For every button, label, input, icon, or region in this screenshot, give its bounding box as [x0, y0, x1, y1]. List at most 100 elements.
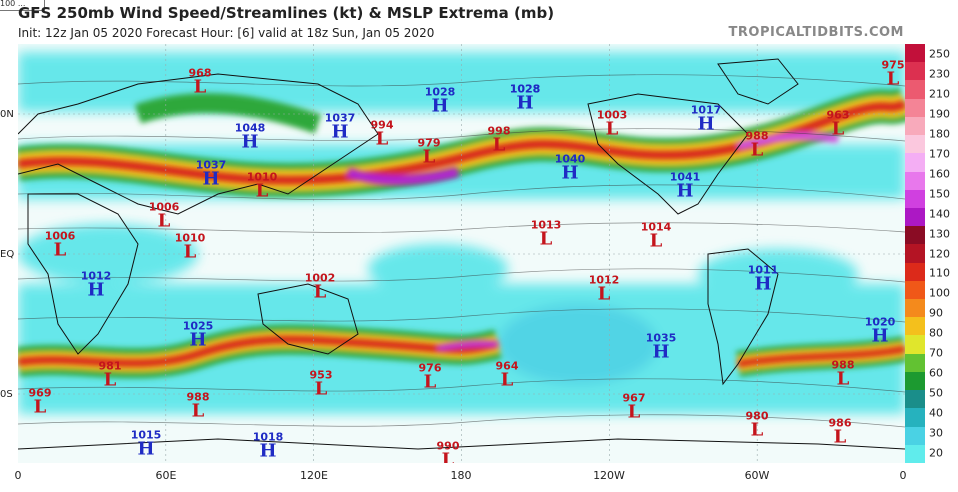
lon-label-180: 180	[450, 469, 472, 482]
pressure-value: 967	[622, 391, 646, 405]
pressure-value: 1037	[195, 158, 227, 172]
wind-map: 968 L 975 L 1028 H 1048 H 1037 H 994 L 1028 H 1028 H 100…	[18, 44, 905, 463]
high-pressure-marker: 1028 H	[510, 84, 541, 113]
low-letter: L	[500, 369, 514, 391]
high-letter: H	[676, 180, 694, 202]
high-letter: H	[189, 329, 207, 351]
colorbar-cell	[905, 207, 925, 227]
low-letter: L	[836, 368, 850, 390]
pressure-value: 988	[831, 358, 855, 372]
low-letter: L	[833, 426, 847, 448]
lon-label-120w: 120W	[593, 469, 625, 482]
high-pressure-marker: 1020 H	[865, 317, 896, 346]
high-letter: H	[561, 162, 579, 184]
low-pressure-marker: 969 L	[29, 388, 52, 417]
high-pressure-marker: 1015 H	[131, 430, 162, 459]
low-letter: L	[33, 396, 47, 418]
low-pressure-marker: 968 L	[189, 68, 212, 97]
low-pressure-marker: 1010 L	[247, 172, 278, 201]
colorbar-label: 20	[929, 446, 943, 460]
pressure-value: 1048	[234, 121, 266, 135]
colorbar-label: 190	[929, 107, 950, 121]
low-letter: L	[191, 400, 205, 422]
pressure-value: 990	[436, 439, 460, 453]
colorbar-cell	[905, 98, 925, 118]
colorbar-cell	[905, 317, 925, 336]
colorbar-label: 150	[929, 187, 950, 201]
low-pressure-marker: 994 L	[371, 120, 394, 149]
colorbar-cell	[905, 116, 925, 136]
low-pressure-marker: 1002 L	[305, 273, 336, 302]
colorbar-label: 170	[929, 147, 950, 161]
low-letter: L	[375, 128, 389, 150]
low-letter: L	[539, 228, 553, 250]
low-pressure-marker: 979 L	[418, 138, 441, 167]
low-pressure-marker: 986 L	[829, 418, 852, 447]
high-letter: H	[241, 131, 259, 153]
low-pressure-marker: 967 L	[623, 393, 646, 422]
low-pressure-marker: 964 L	[496, 361, 519, 390]
high-pressure-marker: 1028 H	[510, 84, 541, 113]
pressure-value: 1040	[554, 152, 586, 166]
pressure-value: 963	[826, 108, 850, 122]
low-letter: L	[831, 118, 845, 140]
pressure-value: 975	[881, 58, 905, 72]
low-pressure-marker: 990 L	[437, 441, 460, 464]
colorbar-label: 70	[929, 346, 943, 360]
low-letter: L	[313, 281, 327, 303]
wind-map-graphic	[18, 44, 905, 463]
streamlines	[18, 74, 905, 428]
pressure-value: 953	[309, 368, 333, 382]
low-pressure-marker: 963 L	[827, 110, 850, 139]
high-pressure-marker: 1037 H	[196, 160, 227, 189]
low-letter: L	[750, 139, 764, 161]
pressure-value: 1037	[324, 111, 356, 125]
colorbar-cell	[905, 244, 925, 264]
low-pressure-marker: 1014 L	[641, 222, 672, 251]
colorbar-label: 160	[929, 167, 950, 181]
colorbar-label: 100	[929, 286, 950, 300]
colorbar-label: 140	[929, 207, 950, 221]
map-title: GFS 250mb Wind Speed/Streamlines (kt) & …	[18, 4, 555, 22]
colorbar-label: 90	[929, 306, 943, 320]
pressure-value: 1020	[864, 315, 896, 329]
colorbar-cell	[905, 153, 925, 172]
pressure-value: 1025	[182, 319, 214, 333]
low-pressure-marker: 980 L	[746, 411, 769, 440]
wind-speed-colorbar	[905, 44, 925, 464]
low-pressure-marker: 1003 L	[597, 110, 628, 139]
lat-label-40n: 0N	[0, 109, 14, 120]
high-pressure-marker: 1041 H	[670, 172, 701, 201]
colorbar-cell	[905, 80, 925, 100]
colorbar-cell	[905, 226, 925, 245]
high-letter: H	[202, 168, 220, 190]
pressure-value: 1006	[44, 229, 76, 243]
colorbar-label: 50	[929, 386, 943, 400]
pressure-value: 976	[418, 361, 442, 375]
pressure-value: 1017	[690, 103, 722, 117]
low-pressure-marker: 1006 L	[149, 202, 180, 231]
pressure-value: 980	[745, 409, 769, 423]
pressure-value: 1003	[596, 108, 628, 122]
low-pressure-marker: 988 L	[746, 131, 769, 160]
high-pressure-marker: 1018 H	[253, 432, 284, 461]
corner-tag: 100 ...	[0, 0, 45, 11]
map-subtitle: Init: 12z Jan 05 2020 Forecast Hour: [6]…	[18, 26, 435, 40]
low-pressure-marker: 1006 L	[45, 231, 76, 260]
pressure-value: 964	[495, 359, 519, 373]
pressure-value: 1015	[130, 428, 162, 442]
high-letter: H	[516, 92, 534, 114]
colorbar-cell	[905, 335, 925, 355]
high-letter: H	[137, 438, 155, 460]
pressure-value: 1035	[645, 331, 677, 345]
pressure-value: 1041	[669, 170, 701, 184]
low-letter: L	[750, 419, 764, 441]
pressure-value: 988	[745, 129, 769, 143]
pressure-value: 1012	[588, 273, 620, 287]
high-pressure-marker: 1048 H	[235, 123, 266, 152]
pressure-value: 1012	[80, 269, 112, 283]
colorbar-label: 180	[929, 127, 950, 141]
low-pressure-marker: 988 L	[187, 392, 210, 421]
colorbar-label: 210	[929, 87, 950, 101]
high-pressure-marker: 1012 H	[81, 271, 112, 300]
